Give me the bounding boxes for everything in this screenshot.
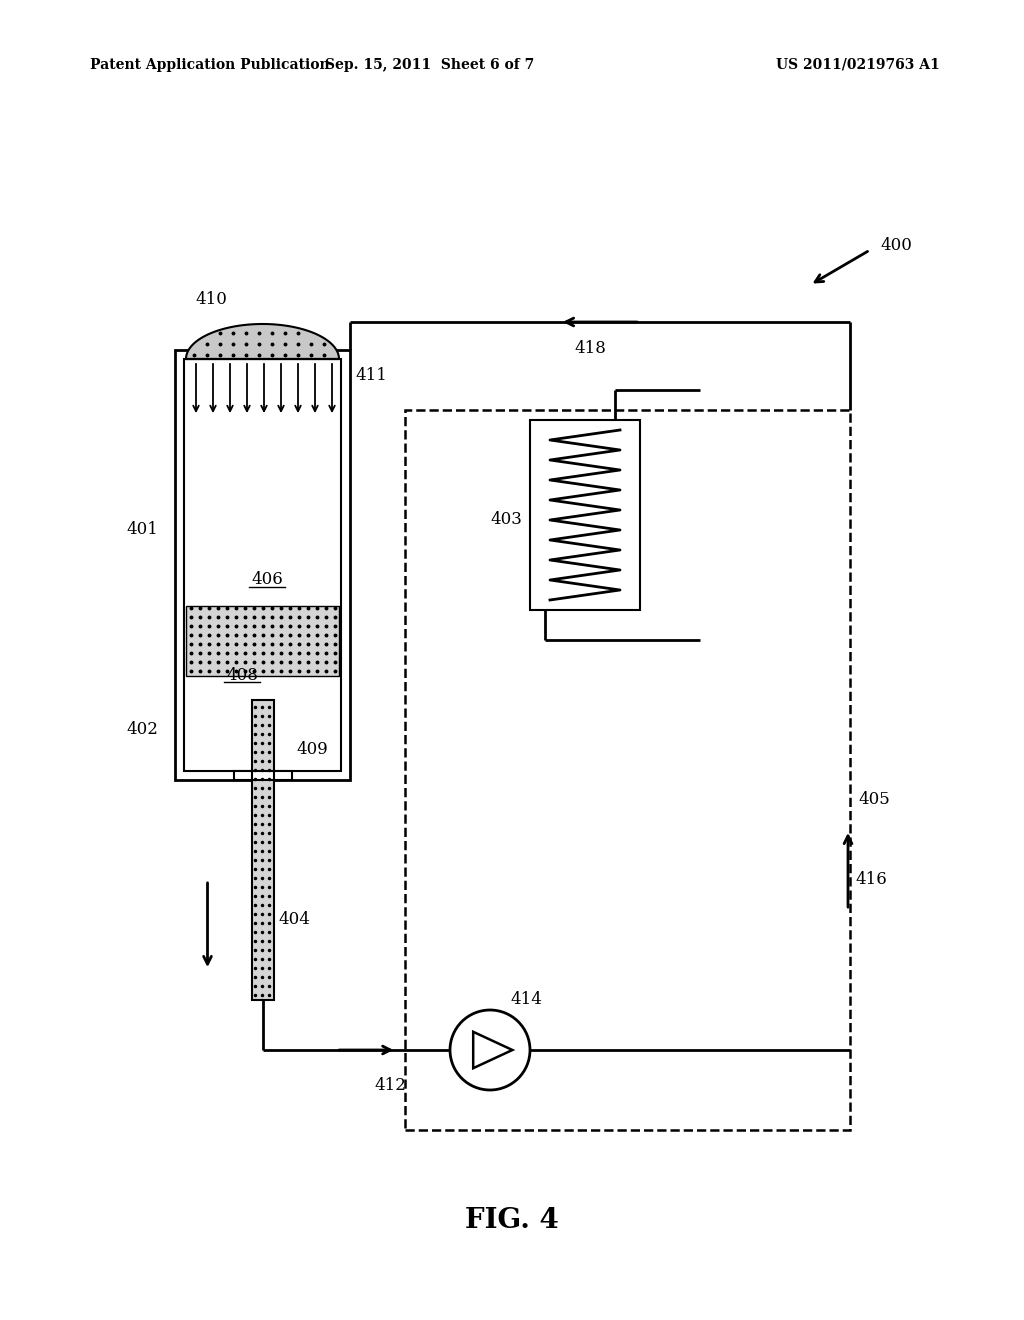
Text: Patent Application Publication: Patent Application Publication — [90, 58, 330, 73]
Text: 418: 418 — [574, 341, 606, 356]
Text: 402: 402 — [126, 722, 158, 738]
Text: 401: 401 — [126, 521, 158, 539]
Bar — [406, 411, 850, 1130]
Bar — [186, 606, 339, 676]
Text: 411: 411 — [355, 367, 387, 384]
Text: 410: 410 — [195, 292, 227, 309]
Text: 406: 406 — [251, 572, 283, 589]
Text: 403: 403 — [490, 511, 522, 528]
Text: 405: 405 — [858, 792, 890, 808]
Polygon shape — [186, 323, 339, 359]
Bar — [175, 350, 350, 780]
Bar — [233, 771, 292, 780]
Text: Sep. 15, 2011  Sheet 6 of 7: Sep. 15, 2011 Sheet 6 of 7 — [326, 58, 535, 73]
Text: 409: 409 — [297, 742, 329, 759]
Bar — [530, 420, 640, 610]
Bar — [184, 359, 341, 771]
Text: 412: 412 — [374, 1077, 406, 1093]
Text: 414: 414 — [510, 991, 542, 1008]
Text: 416: 416 — [855, 871, 887, 888]
Bar — [252, 700, 273, 1001]
Text: 408: 408 — [226, 667, 258, 684]
Text: 400: 400 — [880, 236, 912, 253]
Text: 404: 404 — [279, 912, 310, 928]
Text: FIG. 4: FIG. 4 — [465, 1206, 559, 1233]
Text: US 2011/0219763 A1: US 2011/0219763 A1 — [776, 58, 940, 73]
